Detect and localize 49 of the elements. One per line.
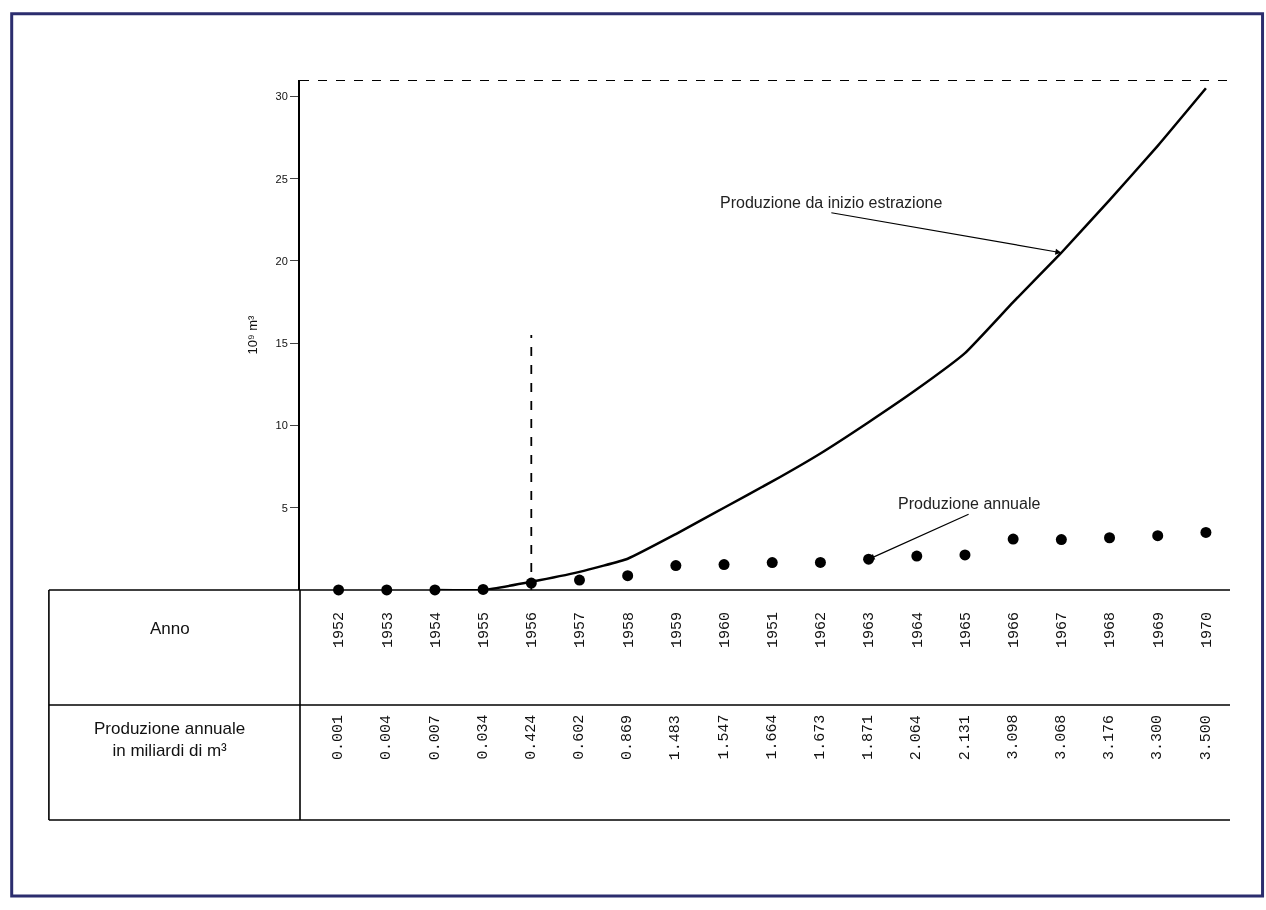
data-label: 1.664 bbox=[763, 714, 781, 760]
x-tick-label: 1964 bbox=[909, 612, 927, 649]
x-tick-label: 1970 bbox=[1198, 612, 1216, 649]
y-axis-title: 10⁹ m³ bbox=[245, 314, 260, 355]
data-label: 1.483 bbox=[667, 715, 685, 761]
data-label: 0.869 bbox=[619, 715, 637, 761]
data-label: 3.176 bbox=[1101, 714, 1119, 760]
data-label: 0.001 bbox=[330, 714, 348, 760]
data-label: 3.098 bbox=[1004, 714, 1022, 760]
x-tick-label: 1969 bbox=[1150, 612, 1168, 649]
x-tick-label: 1956 bbox=[524, 612, 542, 649]
data-label: 2.064 bbox=[908, 715, 926, 761]
y-tick-label: 5 bbox=[281, 501, 288, 514]
x-tick-label: 1952 bbox=[331, 612, 349, 649]
data-label: 1.547 bbox=[715, 714, 733, 760]
data-label: 0.007 bbox=[426, 715, 444, 761]
series-label: Produzione annuale bbox=[898, 495, 1041, 512]
x-tick-label: 1967 bbox=[1054, 612, 1072, 649]
x-tick-label: 1954 bbox=[427, 612, 445, 649]
x-tick-label: 1953 bbox=[379, 612, 397, 649]
data-label: 2.131 bbox=[956, 715, 974, 761]
x-tick-label: 1968 bbox=[1102, 612, 1120, 649]
x-tick-label: 1962 bbox=[813, 612, 831, 649]
data-label: 3.500 bbox=[1197, 715, 1215, 761]
x-tick-label: 1965 bbox=[957, 612, 975, 649]
x-tick-label: 1959 bbox=[668, 612, 686, 649]
data-label: 3.068 bbox=[1052, 714, 1070, 760]
x-tick-label: 1951 bbox=[765, 612, 783, 649]
text: Produzione annuale in miliardi di m³ bbox=[94, 719, 246, 761]
data-label: 0.034 bbox=[474, 714, 492, 760]
y-tick-label: 10 bbox=[275, 419, 288, 432]
y-tick-label: 20 bbox=[275, 254, 288, 267]
x-tick-label: 1960 bbox=[716, 612, 734, 649]
text: Anno bbox=[150, 619, 190, 638]
data-label: 1.871 bbox=[860, 714, 878, 760]
data-label: 0.424 bbox=[522, 714, 540, 760]
y-tick-label: 30 bbox=[275, 90, 288, 103]
x-tick-label: 1955 bbox=[475, 612, 493, 649]
data-label: 0.602 bbox=[571, 714, 589, 760]
text: Produzione da inizio estrazione bbox=[720, 194, 943, 211]
x-tick-label: 1958 bbox=[620, 612, 638, 649]
y-tick-label: 15 bbox=[275, 337, 288, 350]
data-label: 1.673 bbox=[812, 714, 830, 760]
data-label: 0.004 bbox=[378, 715, 396, 761]
x-tick-label: 1963 bbox=[861, 612, 879, 649]
x-tick-label: 1957 bbox=[572, 612, 590, 649]
x-tick-label: 1966 bbox=[1006, 612, 1024, 649]
y-tick-label: 25 bbox=[275, 172, 288, 185]
data-label: 3.300 bbox=[1149, 715, 1167, 761]
